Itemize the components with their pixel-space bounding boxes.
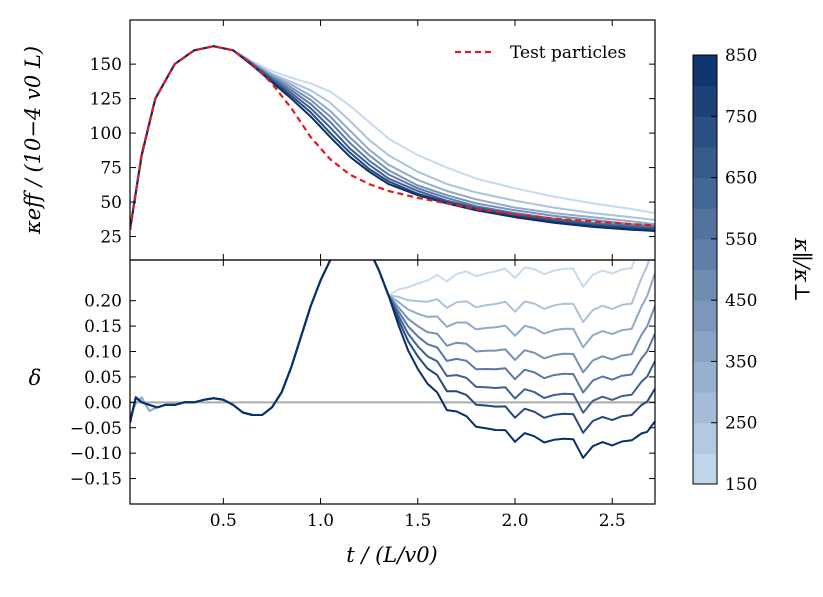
bottom-axes-frame — [129, 259, 656, 505]
y-tick-label: 0.20 — [84, 292, 122, 312]
top-line-ratio-450 — [130, 45, 655, 230]
colorbar-segment — [693, 361, 717, 393]
bottom-y-axis-label: δ — [29, 366, 42, 390]
legend-test-particles-label: Test particles — [510, 43, 626, 63]
y-tick-label: −0.10 — [70, 444, 122, 464]
x-tick-label: 0.5 — [210, 511, 237, 531]
y-tick-label: 50 — [100, 193, 122, 213]
y-tick-label: 100 — [90, 124, 122, 144]
colorbar-segment — [693, 269, 717, 301]
colorbar-tick-label: 750 — [725, 107, 757, 127]
bottom-line-ratio-550 — [130, 260, 655, 423]
colorbar-segment — [693, 453, 717, 485]
y-tick-label: 75 — [100, 159, 122, 179]
colorbar-segment — [693, 330, 717, 362]
top-line-ratio-550 — [130, 45, 655, 230]
bottom-line-ratio-650 — [130, 260, 655, 423]
colorbar-segment — [693, 177, 717, 209]
x-tick-label: 2.5 — [599, 511, 626, 531]
y-tick-label: 25 — [100, 228, 122, 248]
y-tick-label: 0.15 — [84, 317, 122, 337]
colorbar-tick-label: 150 — [725, 475, 757, 495]
colorbar-tick-label: 550 — [725, 230, 757, 250]
x-tick-label: 1.5 — [404, 511, 431, 531]
colorbar-segment — [693, 392, 717, 424]
colorbar-ticks: 150 250 350 450 550 650 750 850 — [711, 46, 757, 495]
colorbar-label: κ∥/κ⊥ — [790, 237, 814, 302]
bottom-ticks: −0.15 −0.10 −0.05 0.00 0.05 0.10 0.15 0.20 0.5 1.… — [70, 260, 655, 531]
colorbar-gradient — [693, 55, 717, 485]
bottom-line-ratio-350 — [130, 260, 655, 418]
bottom-series-group — [130, 260, 655, 459]
y-tick-label: 0.10 — [84, 343, 122, 363]
x-axis-label: t / (L/v0) — [346, 543, 438, 567]
y-tick-label: 0.05 — [84, 368, 122, 388]
x-tick-label: 1.0 — [307, 511, 334, 531]
colorbar-segment — [693, 208, 717, 240]
colorbar-segment — [693, 116, 717, 148]
top-line-ratio-750 — [130, 45, 655, 231]
colorbar-segment — [693, 300, 717, 332]
colorbar-segment — [693, 422, 717, 454]
colorbar-segment — [693, 146, 717, 179]
y-tick-label: 150 — [90, 55, 122, 75]
top-line-ratio-350 — [130, 45, 655, 230]
colorbar-segment — [693, 55, 717, 87]
top-series-group — [130, 45, 655, 232]
bottom-line-ratio-450 — [130, 260, 655, 423]
y-tick-label: −0.15 — [70, 470, 122, 490]
colorbar-segment — [693, 85, 717, 117]
y-tick-label: 125 — [90, 90, 122, 110]
top-line-ratio-850 — [130, 45, 655, 232]
top-y-axis-label: κeff / (10−4 v0 L) — [21, 46, 45, 235]
colorbar-tick-label: 650 — [725, 169, 757, 189]
top-line-ratio-250 — [130, 45, 655, 230]
x-tick-label: 2.0 — [501, 511, 528, 531]
colorbar-tick-label: 850 — [725, 46, 757, 66]
colorbar-tick-label: 450 — [725, 291, 757, 311]
test-particles-line — [130, 45, 655, 230]
legend: Test particles — [455, 43, 626, 63]
bottom-line-ratio-250 — [130, 260, 651, 418]
top-line-ratio-150 — [130, 45, 655, 230]
colorbar-tick-label: 350 — [725, 352, 757, 372]
colorbar: 150 250 350 450 550 650 750 850 κ∥/κ⊥ — [692, 46, 814, 495]
top-panel: 25 50 75 100 125 150 Test particles κeff / (1… — [21, 19, 656, 261]
bottom-panel: −0.15 −0.10 −0.05 0.00 0.05 0.10 0.15 0.20 0.5 1.… — [29, 259, 656, 567]
top-ticks: 25 50 75 100 125 150 — [90, 20, 655, 260]
colorbar-tick-label: 250 — [725, 414, 757, 434]
y-tick-label: −0.05 — [70, 419, 122, 439]
y-tick-label: 0.00 — [84, 393, 122, 413]
colorbar-segment — [693, 238, 717, 270]
top-line-ratio-650 — [130, 45, 655, 230]
colorbar-frame — [692, 54, 718, 485]
bottom-line-ratio-850 — [130, 260, 655, 459]
